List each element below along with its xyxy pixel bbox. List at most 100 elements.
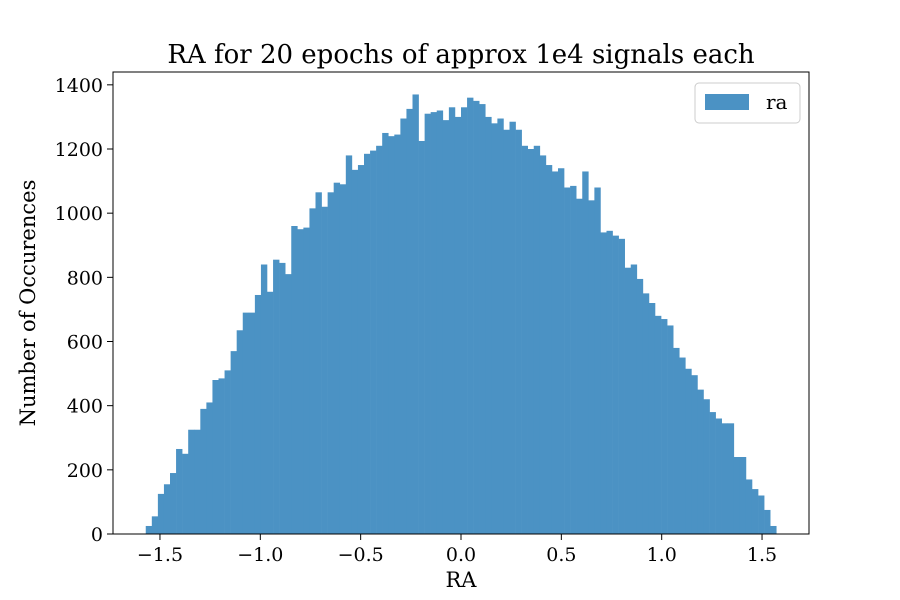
legend: ra <box>694 82 801 124</box>
histogram-bar <box>624 267 632 534</box>
y-axis-label: Number of Occurences <box>16 180 40 427</box>
histogram-bar <box>370 150 377 534</box>
histogram-bar <box>600 232 607 534</box>
histogram-bar <box>351 169 359 534</box>
histogram-bar <box>685 368 692 534</box>
x-tick-label: 1.5 <box>747 544 777 566</box>
histogram-bar <box>412 94 419 534</box>
histogram-bar <box>557 168 565 534</box>
histogram-bar <box>339 184 347 534</box>
histogram-bar <box>770 525 777 534</box>
histogram-bar <box>188 429 195 534</box>
histogram-bar <box>715 418 722 534</box>
histogram-bar <box>254 294 262 534</box>
histogram-bar <box>388 136 395 534</box>
histogram-bar <box>291 226 298 534</box>
histogram-bar <box>667 325 674 534</box>
histogram-bar <box>503 129 510 534</box>
histogram-bar <box>454 116 462 535</box>
histogram-bar <box>212 380 219 534</box>
x-tick-label: 1.0 <box>647 544 677 566</box>
y-tick-label: 800 <box>67 267 103 289</box>
histogram-bar <box>333 182 341 534</box>
histogram-bar <box>279 262 286 534</box>
histogram-bar <box>400 118 407 534</box>
histogram-bar <box>200 408 207 534</box>
histogram-bar <box>515 129 522 534</box>
histogram-bar <box>636 278 644 534</box>
histogram-bar <box>606 230 613 534</box>
y-axis-ticks: 0 200 400 600 800 1000 1200 1400 <box>55 75 113 546</box>
histogram-bar <box>163 484 171 534</box>
histogram-bar <box>430 112 438 535</box>
histogram-bar <box>315 192 322 534</box>
histogram-bar <box>588 200 595 535</box>
histogram-bar <box>545 165 553 534</box>
histogram-bar <box>382 132 389 535</box>
histogram-bar <box>533 145 541 534</box>
histogram-bar <box>224 370 231 534</box>
y-tick-label: 200 <box>67 460 103 482</box>
x-axis-label: RA <box>446 568 478 592</box>
y-tick-label: 1400 <box>55 75 103 97</box>
histogram-bar <box>509 121 516 535</box>
histogram-bar <box>357 165 365 534</box>
y-tick-label: 600 <box>67 332 103 354</box>
histogram-bar <box>442 120 450 534</box>
histogram-bar <box>764 509 771 534</box>
histogram-bar <box>157 493 165 534</box>
histogram-bar <box>394 134 401 534</box>
histogram-bar <box>751 489 759 534</box>
histogram-bar <box>176 448 183 534</box>
histogram-bar <box>206 402 213 534</box>
histogram-bar <box>436 110 444 534</box>
histogram-bar <box>467 97 474 535</box>
y-tick-label: 0 <box>91 524 103 546</box>
histogram-bar <box>461 107 468 535</box>
histogram-bar <box>739 457 747 534</box>
histogram-bar <box>564 187 571 534</box>
histogram-bar <box>267 291 274 534</box>
histogram-bar <box>491 123 498 534</box>
y-tick-label: 1200 <box>55 139 103 161</box>
histogram-bar <box>648 303 656 534</box>
histogram-bar <box>642 293 650 534</box>
histogram-bar <box>273 259 280 534</box>
histogram-bar <box>570 185 577 535</box>
histogram-bar <box>576 198 583 534</box>
histogram-bar <box>612 235 619 534</box>
histogram-bar <box>654 315 662 534</box>
histogram-bar <box>145 525 153 534</box>
histogram-bar <box>733 457 741 534</box>
histogram-bar <box>236 330 244 534</box>
histogram-bar <box>691 375 698 534</box>
histogram-bar <box>297 229 304 535</box>
histogram-bar <box>630 264 638 534</box>
histogram-bar <box>661 319 668 534</box>
histogram-bar <box>709 412 716 534</box>
x-tick-label: −0.5 <box>338 544 384 566</box>
histogram-bar <box>527 149 535 534</box>
histogram-bar <box>697 389 704 534</box>
histogram-bar <box>376 145 383 534</box>
histogram-bar <box>594 187 601 534</box>
histogram-bar <box>406 108 413 534</box>
histogram-bar <box>364 153 371 534</box>
histogram-bar <box>303 227 310 534</box>
histogram-bar <box>418 140 425 534</box>
bars-group <box>145 94 777 535</box>
histogram-bar <box>479 104 486 534</box>
histogram-bar <box>473 100 480 534</box>
histogram-bar <box>194 429 201 534</box>
histogram-bar <box>673 347 680 534</box>
histogram-bar <box>745 479 753 534</box>
histogram-bar <box>309 208 316 534</box>
histogram-bar <box>321 206 328 534</box>
histogram-bar <box>618 238 625 535</box>
histogram-bar <box>448 107 456 535</box>
histogram-bar <box>679 357 686 534</box>
x-axis-ticks: −1.5 −1.0 −0.5 0.0 0.5 1.0 1.5 <box>137 534 777 566</box>
histogram-bar <box>345 155 353 534</box>
histogram-bar <box>327 192 334 534</box>
